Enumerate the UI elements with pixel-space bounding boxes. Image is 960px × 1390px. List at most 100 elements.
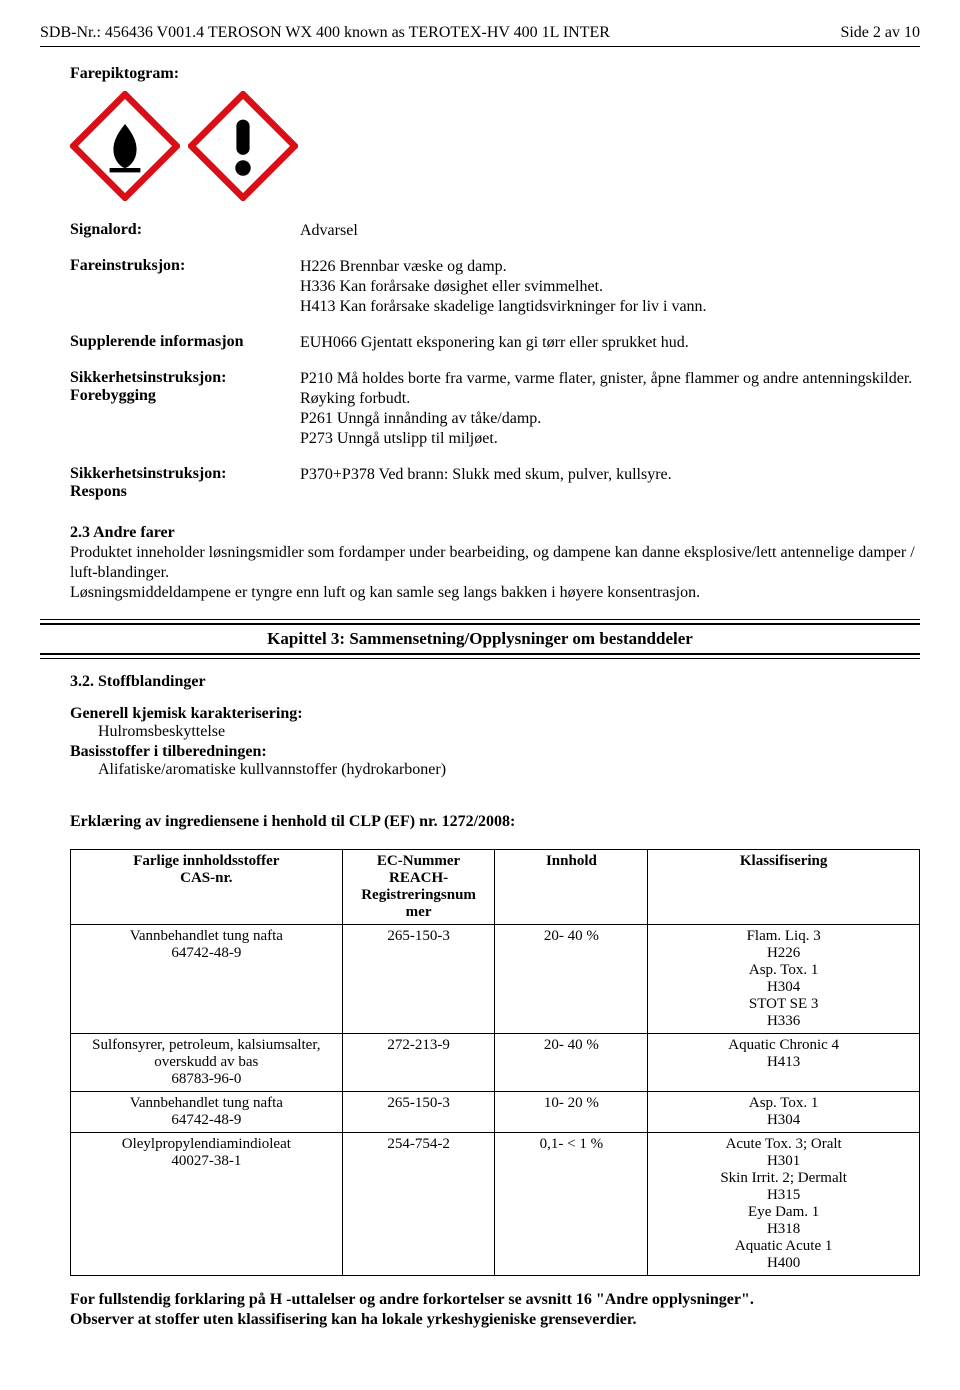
table-row: Sulfonsyrer, petroleum, kalsiumsalter, o… (71, 1034, 920, 1092)
r2-name-cell: Sulfonsyrer, petroleum, kalsiumsalter, o… (71, 1034, 343, 1092)
h413: H413 Kan forårsake skadelige langtidsvir… (300, 297, 920, 317)
r1-k6: H336 (654, 1013, 913, 1030)
erklaering: Erklæring av ingrediensene i henhold til… (70, 813, 920, 831)
r1-k2: H226 (654, 945, 913, 962)
r4-k2: H301 (654, 1153, 913, 1170)
r3-ec: 265-150-3 (342, 1092, 495, 1133)
stoffblandinger: 3.2. Stoffblandinger (70, 673, 920, 691)
col1-l1: Farlige innholdsstoffer (77, 853, 336, 870)
footer-l2: Observer at stoffer uten klassifisering … (70, 1310, 920, 1330)
r1-class-cell: Flam. Liq. 3 H226 Asp. Tox. 1 H304 STOT … (648, 925, 920, 1034)
r2-k2: H413 (654, 1054, 913, 1071)
value-fareinstruksjon: H226 Brennbar væske og damp. H336 Kan fo… (300, 257, 920, 317)
generell-value: Hulromsbeskyttelse (70, 723, 920, 741)
andre-farer-line2: Løsningsmiddeldampene er tyngre enn luft… (70, 583, 920, 603)
r4-k4: H315 (654, 1187, 913, 1204)
r4-class-cell: Acute Tox. 3; Oralt H301 Skin Irrit. 2; … (648, 1133, 920, 1276)
p210: P210 Må holdes borte fra varme, varme fl… (300, 369, 920, 409)
r4-innhold: 0,1- < 1 % (495, 1133, 648, 1276)
r1-k3: Asp. Tox. 1 (654, 962, 913, 979)
r3-name: Vannbehandlet tung nafta (77, 1095, 336, 1112)
label-supplerende: Supplerende informasjon (70, 333, 300, 353)
row-fareinstruksjon: Fareinstruksjon: H226 Brennbar væske og … (70, 257, 920, 317)
col-header-3: Innhold (495, 850, 648, 925)
col-header-2: EC-Nummer REACH- Registreringsnum mer (342, 850, 495, 925)
r4-k7: Aquatic Acute 1 (654, 1238, 913, 1255)
value-forebygging: P210 Må holdes borte fra varme, varme fl… (300, 369, 920, 449)
r3-class-cell: Asp. Tox. 1 H304 (648, 1092, 920, 1133)
label-respons: Sikkerhetsinstruksjon: Respons (70, 465, 300, 501)
value-signalord: Advarsel (300, 221, 920, 241)
r4-ec: 254-754-2 (342, 1133, 495, 1276)
footer-note: For fullstendig forklaring på H -uttalel… (70, 1290, 920, 1330)
ghs-exclamation-icon (188, 91, 298, 201)
piktogram-label: Farepiktogram: (70, 65, 920, 83)
table-header-row: Farlige innholdsstoffer CAS-nr. EC-Numme… (71, 850, 920, 925)
r3-k1: Asp. Tox. 1 (654, 1095, 913, 1112)
r4-cas: 40027-38-1 (77, 1153, 336, 1170)
r2-innhold: 20- 40 % (495, 1034, 648, 1092)
r4-name-cell: Oleylpropylendiamindioleat 40027-38-1 (71, 1133, 343, 1276)
row-respons: Sikkerhetsinstruksjon: Respons P370+P378… (70, 465, 920, 501)
r1-cas: 64742-48-9 (77, 945, 336, 962)
label-signalord: Signalord: (70, 221, 300, 241)
r4-name: Oleylpropylendiamindioleat (77, 1136, 336, 1153)
header-rule (40, 46, 920, 47)
r1-name: Vannbehandlet tung nafta (77, 928, 336, 945)
col2-l4: mer (349, 904, 489, 921)
col-header-4: Klassifisering (648, 850, 920, 925)
table-row: Vannbehandlet tung nafta 64742-48-9 265-… (71, 1092, 920, 1133)
label-forebygging-2: Forebygging (70, 387, 300, 405)
r2-ec: 272-213-9 (342, 1034, 495, 1092)
col2-l2: REACH- (349, 870, 489, 887)
h336: H336 Kan forårsake døsighet eller svimme… (300, 277, 920, 297)
r4-k3: Skin Irrit. 2; Dermalt (654, 1170, 913, 1187)
row-signalord: Signalord: Advarsel (70, 221, 920, 241)
pictogram-row (70, 91, 920, 201)
ghs-flammable-icon (70, 91, 180, 201)
andre-farer: 2.3 Andre farer Produktet inneholder løs… (70, 523, 920, 603)
row-supplerende: Supplerende informasjon EUH066 Gjentatt … (70, 333, 920, 353)
section-3-body: 3.2. Stoffblandinger Generell kjemisk ka… (40, 673, 920, 1330)
table-row: Vannbehandlet tung nafta 64742-48-9 265-… (71, 925, 920, 1034)
col2-l3: Registreringsnum (349, 887, 489, 904)
r1-k4: H304 (654, 979, 913, 996)
r1-innhold: 20- 40 % (495, 925, 648, 1034)
r2-name1: Sulfonsyrer, petroleum, kalsiumsalter, (77, 1037, 336, 1054)
label-forebygging: Sikkerhetsinstruksjon: Forebygging (70, 369, 300, 449)
header-right: Side 2 av 10 (840, 24, 920, 42)
value-supplerende: EUH066 Gjentatt eksponering kan gi tørr … (300, 333, 920, 353)
r2-k1: Aquatic Chronic 4 (654, 1037, 913, 1054)
r1-name-cell: Vannbehandlet tung nafta 64742-48-9 (71, 925, 343, 1034)
table-row: Oleylpropylendiamindioleat 40027-38-1 25… (71, 1133, 920, 1276)
header-left: SDB-Nr.: 456436 V001.4 TEROSON WX 400 kn… (40, 24, 610, 42)
label-fareinstruksjon: Fareinstruksjon: (70, 257, 300, 317)
page-header: SDB-Nr.: 456436 V001.4 TEROSON WX 400 kn… (40, 24, 920, 42)
basis-value: Alifatiske/aromatiske kullvannstoffer (h… (70, 761, 920, 779)
r1-k1: Flam. Liq. 3 (654, 928, 913, 945)
col-header-1: Farlige innholdsstoffer CAS-nr. (71, 850, 343, 925)
value-respons: P370+P378 Ved brann: Slukk med skum, pul… (300, 465, 920, 501)
r4-k8: H400 (654, 1255, 913, 1272)
footer-l1: For fullstendig forklaring på H -uttalel… (70, 1290, 920, 1310)
r4-k1: Acute Tox. 3; Oralt (654, 1136, 913, 1153)
label-forebygging-1: Sikkerhetsinstruksjon: (70, 369, 300, 387)
label-respons-2: Respons (70, 483, 300, 501)
col2-l1: EC-Nummer (349, 853, 489, 870)
h226: H226 Brennbar væske og damp. (300, 257, 920, 277)
row-forebygging: Sikkerhetsinstruksjon: Forebygging P210 … (70, 369, 920, 449)
section-3-title: Kapittel 3: Sammensetning/Opplysninger o… (40, 623, 920, 655)
r4-k5: Eye Dam. 1 (654, 1204, 913, 1221)
r2-class-cell: Aquatic Chronic 4 H413 (648, 1034, 920, 1092)
page: SDB-Nr.: 456436 V001.4 TEROSON WX 400 kn… (0, 0, 960, 1370)
r1-k5: STOT SE 3 (654, 996, 913, 1013)
r3-cas: 64742-48-9 (77, 1112, 336, 1129)
basis-label: Basisstoffer i tilberedningen: (70, 743, 920, 761)
r3-name-cell: Vannbehandlet tung nafta 64742-48-9 (71, 1092, 343, 1133)
p261: P261 Unngå innånding av tåke/damp. (300, 409, 920, 429)
label-respons-1: Sikkerhetsinstruksjon: (70, 465, 300, 483)
p273: P273 Unngå utslipp til miljøet. (300, 429, 920, 449)
content: Farepiktogram: Signalord: Advarsel Farei… (40, 65, 920, 603)
r3-k2: H304 (654, 1112, 913, 1129)
col1-l2: CAS-nr. (77, 870, 336, 887)
